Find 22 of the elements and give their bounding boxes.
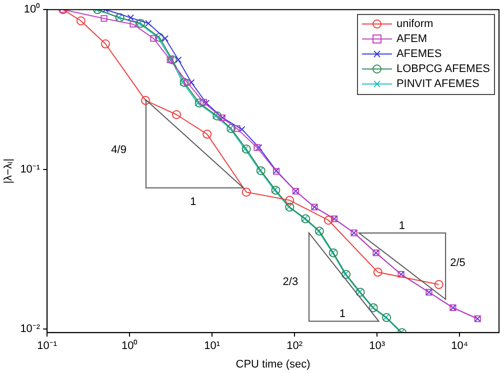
- annotation: 2/5: [450, 256, 466, 269]
- legend-label: LOBPCG AFEMES: [396, 62, 490, 77]
- annotation: 1: [339, 308, 346, 320]
- y-tick-label: 10⁻²: [20, 323, 40, 336]
- x-tick-label: 10⁴: [451, 340, 468, 352]
- y-axis-title: |λ−λₗ|: [2, 158, 15, 184]
- annotation: 1: [190, 196, 196, 208]
- y-tick-label: 10⁰: [24, 2, 40, 16]
- x-tick-label: 10²: [286, 340, 303, 352]
- legend-label: uniform: [396, 16, 434, 32]
- x-tick-label: 10³: [369, 340, 386, 352]
- annotation: 1: [398, 220, 406, 232]
- x-tick-label: 10⁻¹: [37, 340, 58, 352]
- legend-label: AFEMES: [396, 46, 442, 62]
- legend-label: PINVIT AFEMES: [396, 76, 480, 92]
- annotation: 4/9: [111, 144, 126, 156]
- x-axis-title: CPU time (sec): [236, 358, 310, 370]
- y-tick-label: 10⁻¹: [20, 163, 40, 176]
- x-tick-label: 10⁰: [121, 339, 138, 352]
- annotation: 2/3: [282, 276, 298, 288]
- x-tick-label: 10¹: [204, 340, 220, 352]
- legend-label: AFEM: [396, 32, 428, 47]
